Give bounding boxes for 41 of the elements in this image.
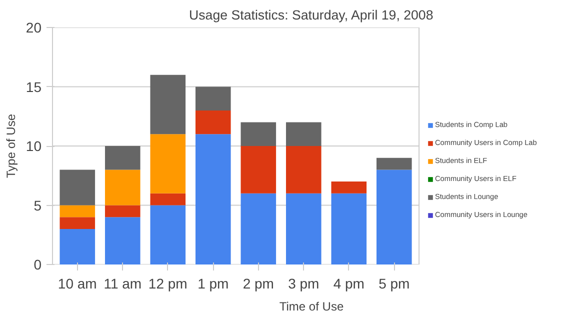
x-tick-label: 12 pm	[148, 276, 188, 292]
bar	[150, 134, 186, 194]
x-tick-label: 11 am	[104, 276, 142, 292]
bar	[286, 122, 322, 146]
bar	[195, 86, 231, 110]
bar	[60, 217, 96, 229]
bar	[240, 122, 276, 146]
chart-title: Usage Statistics: Saturday, April 19, 2008	[189, 8, 434, 22]
bar	[150, 205, 186, 264]
bar	[60, 205, 96, 218]
y-tick-label: 5	[34, 197, 42, 214]
bar	[60, 228, 96, 264]
bar	[60, 170, 96, 206]
bar	[376, 170, 412, 264]
bar	[240, 146, 276, 194]
bar	[104, 205, 140, 218]
bar	[104, 146, 140, 170]
y-tick-label: 0	[34, 256, 42, 272]
bar	[331, 182, 367, 194]
y-axis-title: Type of Use	[4, 114, 18, 178]
bar	[195, 134, 231, 264]
bar	[331, 193, 367, 264]
x-tick-label: 4 pm	[333, 276, 364, 292]
bar	[104, 170, 140, 206]
x-tick-label: 3 pm	[288, 276, 320, 292]
y-tick-label: 15	[26, 78, 42, 95]
y-tick-label: 10	[26, 138, 42, 154]
x-tick-label: 1 pm	[198, 276, 229, 292]
x-tick-label: 5 pm	[378, 276, 410, 292]
x-tick-label: 2 pm	[242, 276, 274, 292]
bar	[240, 193, 276, 264]
x-tick-label: 10 am	[58, 276, 97, 292]
bar	[286, 193, 322, 264]
bar	[104, 217, 140, 264]
bar	[376, 158, 412, 170]
y-tick-label: 20	[26, 20, 42, 36]
x-axis-title: Time of Use	[279, 300, 344, 314]
bar	[150, 74, 186, 134]
bar	[195, 110, 231, 134]
bar	[286, 146, 322, 194]
bar	[150, 193, 186, 206]
